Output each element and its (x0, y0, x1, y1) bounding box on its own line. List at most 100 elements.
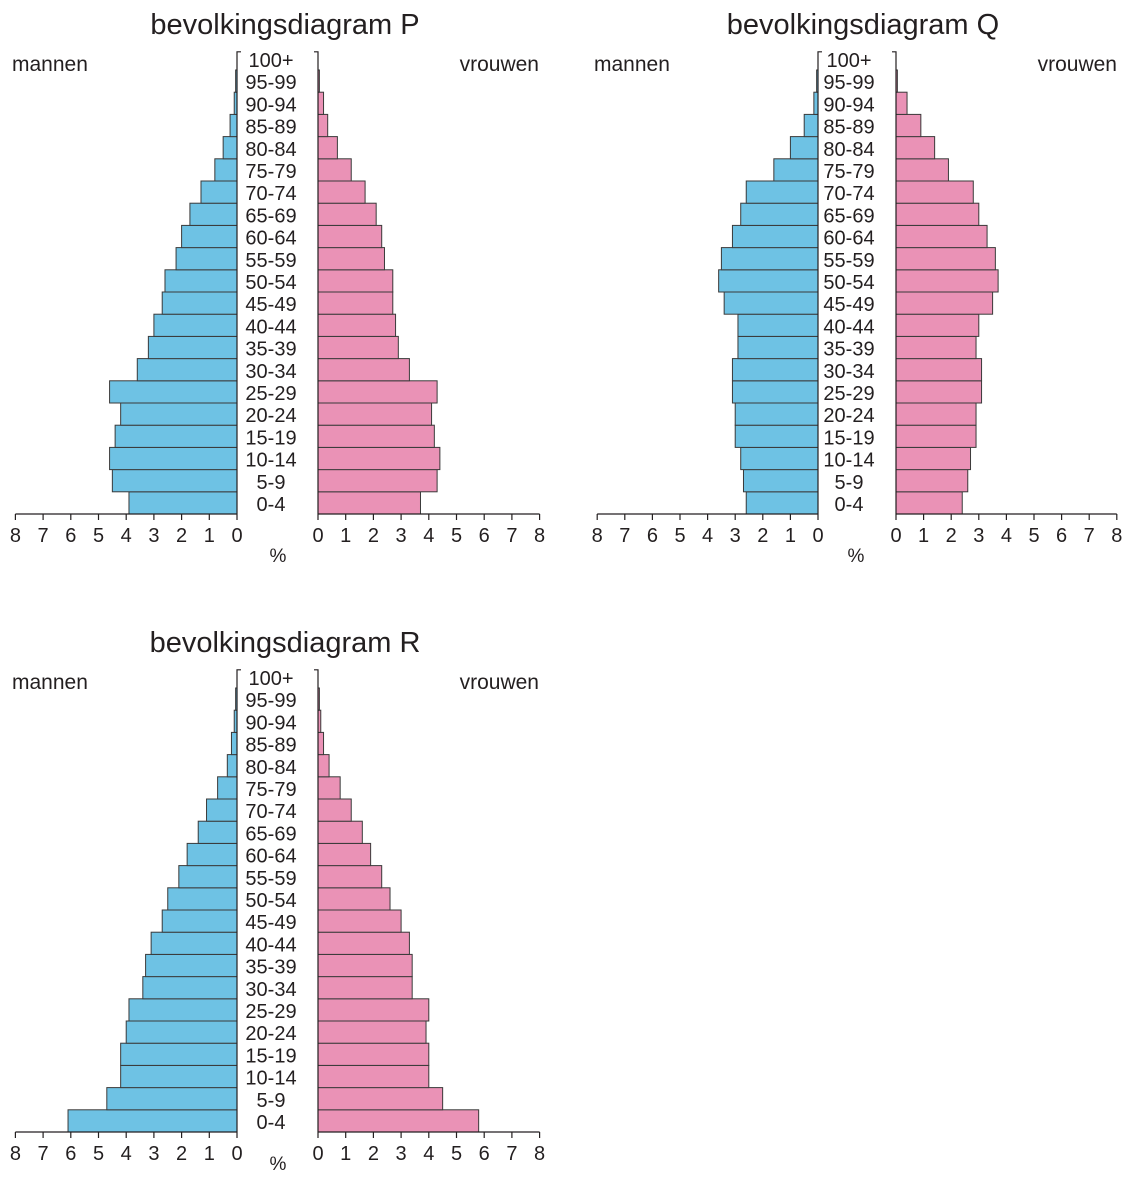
bar-mannen-p-40-44 (153, 313, 238, 337)
bar-vrouwen-q-20-24 (895, 402, 977, 426)
bar-mannen-q-5-9 (742, 469, 819, 493)
axis-right-p (314, 51, 319, 514)
bar-vrouwen-r-0-4 (317, 1109, 480, 1133)
bar-vrouwen-r-25-29 (317, 998, 430, 1022)
bar-vrouwen-r-55-59 (317, 865, 383, 889)
tick-label-mannen-q: 1 (785, 525, 796, 547)
age-label-q-25-29: 25-29 (823, 383, 874, 405)
bar-vrouwen-q-60-64 (895, 224, 988, 249)
tick-label-mannen-q: 5 (674, 525, 685, 547)
age-label-q-70-74: 70-74 (823, 183, 874, 205)
bar-mannen-p-20-24 (120, 402, 238, 426)
tick-label-vrouwen-q: 4 (1001, 525, 1012, 547)
tick-label-vrouwen-r: 5 (451, 1143, 462, 1165)
age-label-r-60-64: 60-64 (245, 846, 296, 868)
tick-label-mannen-r: 6 (65, 1143, 76, 1165)
bar-vrouwen-p-70-74 (317, 180, 366, 204)
bar-mannen-p-50-54 (164, 269, 238, 293)
bar-mannen-r-45-49 (161, 909, 238, 933)
age-label-r-95-99: 95-99 (245, 690, 296, 712)
tick-label-vrouwen-q: 7 (1084, 525, 1095, 547)
age-label-p-10-14: 10-14 (245, 450, 296, 472)
tick-label-mannen-q: 2 (757, 525, 768, 547)
bar-vrouwen-q-30-34 (895, 358, 983, 382)
label-vrouwen-q: vrouwen (1038, 53, 1117, 76)
tick-label-mannen-q: 7 (619, 525, 630, 547)
tick-label-vrouwen-q: 5 (1028, 525, 1039, 547)
bar-vrouwen-q-85-89 (895, 113, 922, 138)
bar-vrouwen-p-65-69 (317, 202, 377, 226)
bar-vrouwen-p-0-4 (317, 491, 421, 515)
bar-vrouwen-q-0-4 (895, 491, 963, 515)
bar-mannen-p-45-49 (161, 291, 238, 315)
bar-vrouwen-p-50-54 (317, 269, 394, 293)
bar-mannen-q-25-29 (731, 380, 819, 404)
tick-label-vrouwen-r: 0 (312, 1143, 323, 1165)
bar-vrouwen-r-50-54 (317, 887, 391, 911)
age-label-q-35-39: 35-39 (823, 339, 874, 361)
bar-vrouwen-p-40-44 (317, 313, 397, 337)
bar-mannen-p-10-14 (109, 446, 238, 471)
tick-label-vrouwen-p: 2 (368, 525, 379, 547)
age-label-p-70-74: 70-74 (245, 183, 296, 205)
age-label-q-75-79: 75-79 (823, 161, 874, 183)
bar-vrouwen-q-15-19 (895, 424, 977, 448)
bar-vrouwen-r-65-69 (317, 820, 363, 844)
age-label-p-25-29: 25-29 (245, 383, 296, 405)
bar-vrouwen-q-35-39 (895, 335, 977, 360)
axis-left-r (236, 669, 241, 1132)
age-label-r-45-49: 45-49 (245, 912, 296, 934)
bar-vrouwen-q-70-74 (895, 180, 974, 204)
axis-left-q (817, 51, 822, 514)
tick-label-vrouwen-r: 7 (506, 1143, 517, 1165)
bar-vrouwen-p-80-84 (317, 136, 338, 160)
age-label-p-90-94: 90-94 (245, 94, 296, 116)
tick-label-vrouwen-p: 4 (423, 525, 434, 547)
bar-mannen-r-15-19 (120, 1042, 238, 1066)
age-label-r-10-14: 10-14 (245, 1068, 296, 1090)
age-label-q-90-94: 90-94 (823, 94, 874, 116)
age-label-p-95-99: 95-99 (245, 72, 296, 94)
bar-vrouwen-p-45-49 (317, 291, 394, 315)
bar-vrouwen-p-35-39 (317, 335, 399, 360)
bar-vrouwen-q-55-59 (895, 247, 996, 271)
age-label-r-25-29: 25-29 (245, 1001, 296, 1023)
chart-title-q: bevolkingsdiagram Q (727, 9, 999, 41)
bar-vrouwen-p-60-64 (317, 224, 383, 249)
tick-label-vrouwen-q: 2 (946, 525, 957, 547)
label-vrouwen-p: vrouwen (460, 53, 539, 76)
bar-mannen-r-50-54 (167, 887, 238, 911)
bar-vrouwen-r-75-79 (317, 776, 341, 800)
age-label-r-50-54: 50-54 (245, 890, 296, 912)
bar-mannen-p-55-59 (175, 247, 238, 271)
tick-label-vrouwen-p: 1 (340, 525, 351, 547)
bar-vrouwen-p-5-9 (317, 469, 438, 493)
tick-label-mannen-p: 2 (176, 525, 187, 547)
bar-vrouwen-q-25-29 (895, 380, 983, 404)
age-label-r-75-79: 75-79 (245, 779, 296, 801)
age-label-p-65-69: 65-69 (245, 205, 296, 227)
bar-mannen-r-85-89 (230, 731, 238, 756)
bar-mannen-q-80-84 (789, 136, 819, 160)
age-label-p-80-84: 80-84 (245, 139, 296, 161)
bar-vrouwen-q-90-94 (895, 91, 908, 115)
age-label-r-85-89: 85-89 (245, 735, 296, 757)
age-label-q-20-24: 20-24 (823, 405, 874, 427)
age-label-p-60-64: 60-64 (245, 228, 296, 250)
bar-vrouwen-r-10-14 (317, 1064, 430, 1089)
tick-label-mannen-q: 8 (592, 525, 603, 547)
bar-mannen-p-15-19 (114, 424, 238, 448)
age-label-p-15-19: 15-19 (245, 427, 296, 449)
tick-label-mannen-r: 5 (93, 1143, 104, 1165)
bar-mannen-p-85-89 (229, 113, 238, 138)
tick-label-mannen-q: 3 (730, 525, 741, 547)
label-mannen-p: mannen (12, 53, 88, 76)
axis-right-r (314, 669, 319, 1132)
tick-label-mannen-r: 7 (38, 1143, 49, 1165)
bar-mannen-r-55-59 (178, 865, 238, 889)
age-label-p-5-9: 5-9 (257, 472, 286, 494)
age-label-q-0-4: 0-4 (835, 494, 864, 516)
tick-label-mannen-p: 6 (65, 525, 76, 547)
age-label-p-75-79: 75-79 (245, 161, 296, 183)
